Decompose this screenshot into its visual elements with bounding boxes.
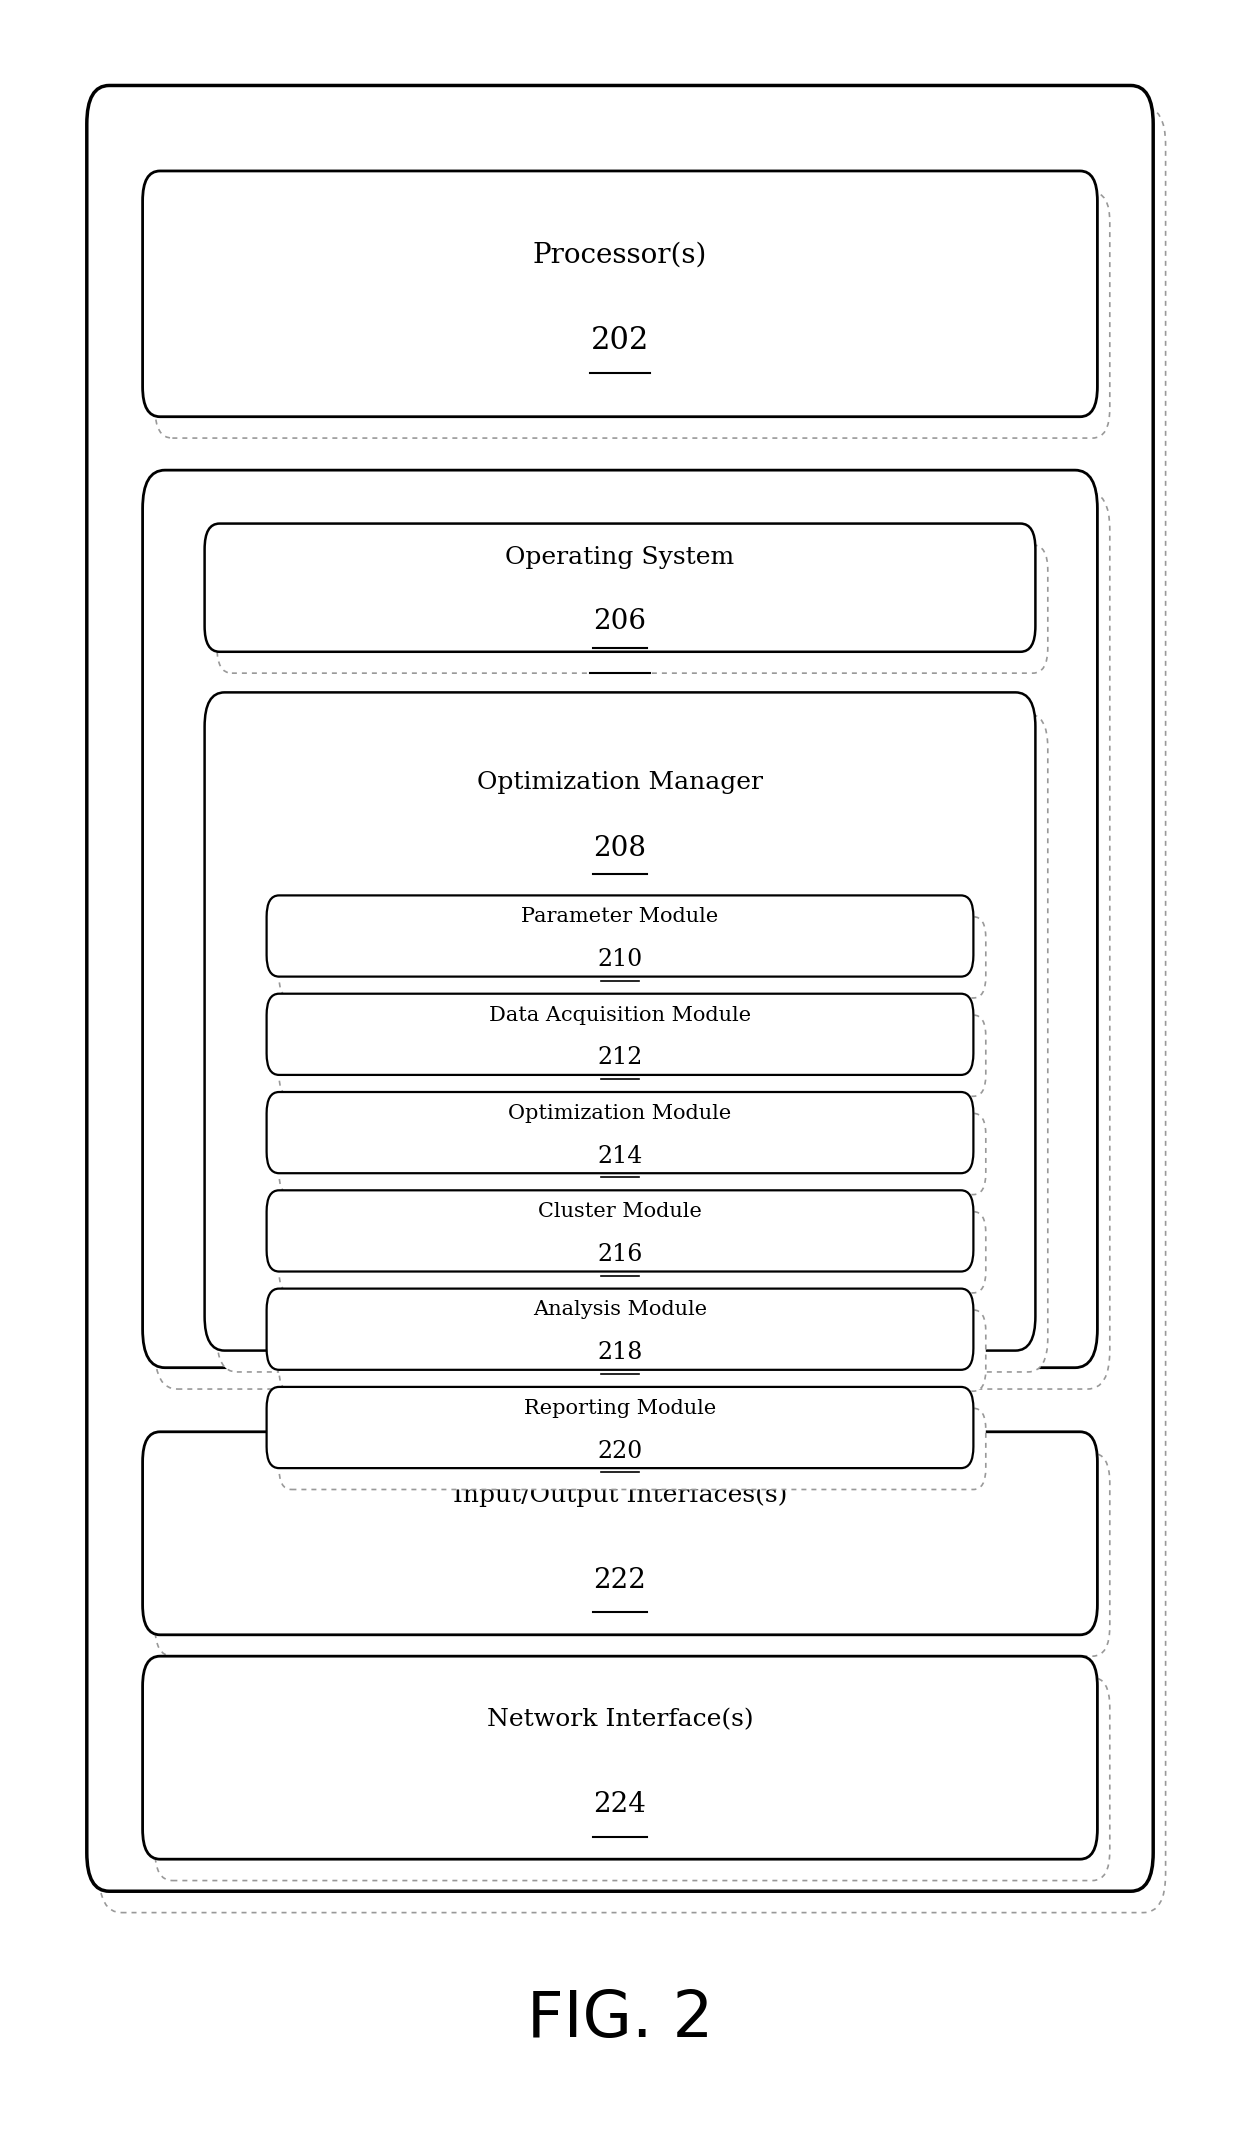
Text: 202: 202: [590, 325, 650, 357]
FancyBboxPatch shape: [87, 85, 1153, 1891]
Text: Analysis Module: Analysis Module: [533, 1301, 707, 1319]
FancyBboxPatch shape: [205, 692, 1035, 1351]
Text: Processor(s): Processor(s): [533, 241, 707, 269]
FancyBboxPatch shape: [279, 1113, 986, 1195]
FancyBboxPatch shape: [143, 470, 1097, 1368]
Text: 216: 216: [598, 1244, 642, 1265]
FancyBboxPatch shape: [279, 1408, 986, 1489]
FancyBboxPatch shape: [267, 1289, 973, 1370]
Text: Network Interface(s): Network Interface(s): [486, 1707, 754, 1731]
Text: 220: 220: [598, 1440, 642, 1462]
FancyBboxPatch shape: [143, 171, 1097, 417]
Text: 210: 210: [598, 949, 642, 970]
FancyBboxPatch shape: [267, 994, 973, 1075]
Text: Cluster Module: Cluster Module: [538, 1203, 702, 1220]
FancyBboxPatch shape: [267, 1092, 973, 1173]
Text: Optimization Manager: Optimization Manager: [477, 771, 763, 793]
Text: Reporting Module: Reporting Module: [523, 1400, 717, 1417]
Text: 218: 218: [598, 1342, 642, 1363]
Text: Memory: Memory: [562, 553, 678, 579]
FancyBboxPatch shape: [279, 1015, 986, 1096]
Text: 222: 222: [594, 1566, 646, 1594]
Text: 206: 206: [594, 609, 646, 635]
Text: 214: 214: [598, 1145, 642, 1167]
Text: FIG. 2: FIG. 2: [527, 1987, 713, 2052]
Text: Input/Output Interfaces(s): Input/Output Interfaces(s): [453, 1483, 787, 1507]
Text: Parameter Module: Parameter Module: [521, 908, 719, 925]
FancyBboxPatch shape: [217, 545, 1048, 673]
Text: Optimization Module: Optimization Module: [508, 1105, 732, 1122]
FancyBboxPatch shape: [155, 492, 1110, 1389]
FancyBboxPatch shape: [155, 1678, 1110, 1881]
Text: 204: 204: [591, 626, 649, 656]
FancyBboxPatch shape: [155, 1453, 1110, 1656]
FancyBboxPatch shape: [143, 1432, 1097, 1635]
FancyBboxPatch shape: [267, 1387, 973, 1468]
FancyBboxPatch shape: [279, 1310, 986, 1391]
FancyBboxPatch shape: [279, 1212, 986, 1293]
FancyBboxPatch shape: [267, 895, 973, 977]
Text: Controller: Controller: [544, 184, 696, 214]
Text: Operating System: Operating System: [506, 547, 734, 568]
FancyBboxPatch shape: [99, 107, 1166, 1913]
Text: 200: 200: [589, 259, 651, 288]
Text: 212: 212: [598, 1047, 642, 1068]
Text: Data Acquisition Module: Data Acquisition Module: [489, 1007, 751, 1024]
FancyBboxPatch shape: [143, 1656, 1097, 1859]
Text: 208: 208: [594, 836, 646, 861]
FancyBboxPatch shape: [267, 1190, 973, 1272]
FancyBboxPatch shape: [155, 192, 1110, 438]
Text: 224: 224: [594, 1791, 646, 1819]
FancyBboxPatch shape: [205, 524, 1035, 652]
FancyBboxPatch shape: [279, 917, 986, 998]
FancyBboxPatch shape: [217, 714, 1048, 1372]
